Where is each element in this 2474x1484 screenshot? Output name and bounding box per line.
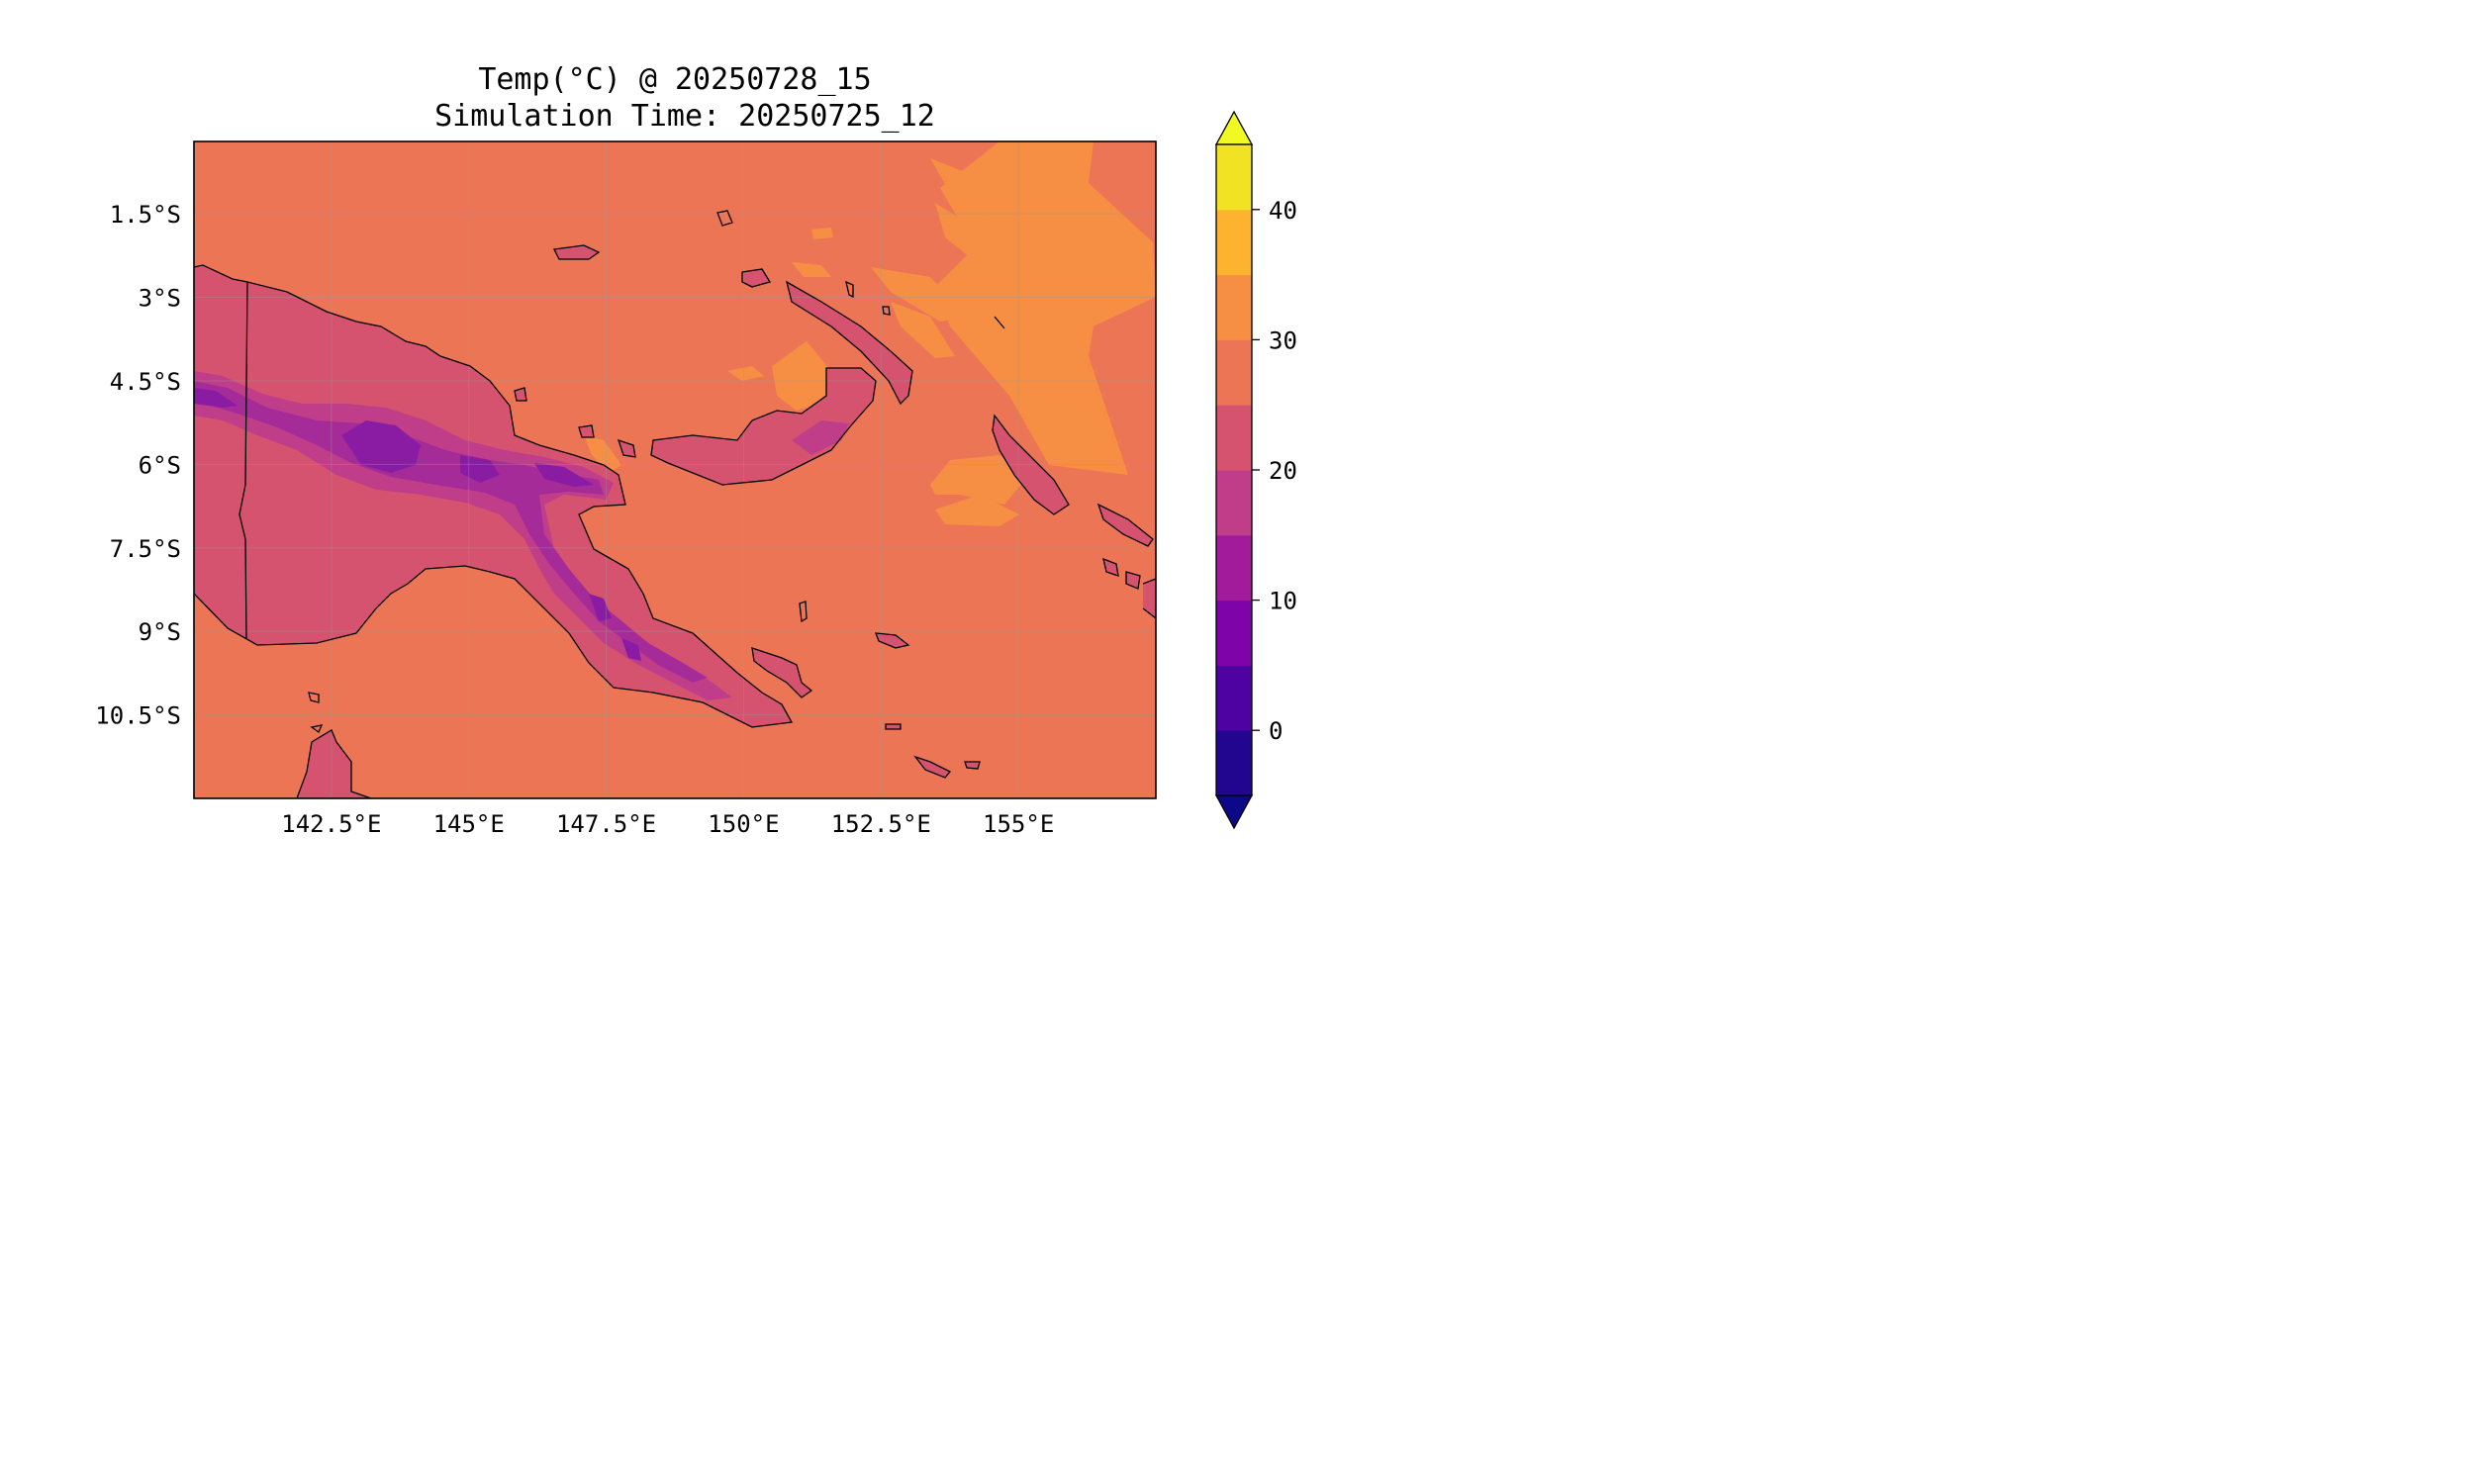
lat-tick-label: 6°S <box>139 451 181 479</box>
lat-tick-label: 9°S <box>139 618 181 646</box>
title-line-2: Simulation Time: 20250725_12 <box>434 99 935 134</box>
colorbar: 0 10 20 30 40 <box>1214 110 1297 830</box>
new-britain-highlands <box>792 420 849 455</box>
lat-tick-label: 1.5°S <box>110 201 181 229</box>
warm-patch-bismarck <box>772 341 831 411</box>
colorbar-bin <box>1216 534 1252 602</box>
colorbar-tick-label: 20 <box>1269 457 1297 485</box>
colorbar-over-arrow <box>1214 110 1254 145</box>
colorbar-bin <box>1216 730 1252 796</box>
colorbar-bin <box>1216 665 1252 731</box>
lat-tick-label: 10.5°S <box>95 702 181 730</box>
warm-patch-small-1 <box>727 366 764 381</box>
border-line <box>238 281 248 639</box>
new-hanover-island <box>742 269 770 287</box>
warm-patch-solomons-2 <box>935 495 1019 526</box>
colorbar-under-arrow <box>1214 794 1254 830</box>
colorbar-bin <box>1216 274 1252 340</box>
warm-patch-solomons-1 <box>930 455 1029 505</box>
new-britain-coastline <box>650 367 877 486</box>
map-panel <box>193 140 1157 799</box>
coastlines <box>194 210 1156 798</box>
bougainville-island <box>993 416 1069 514</box>
lat-tick-label: 4.5°S <box>110 368 181 396</box>
lat-tick-label: 3°S <box>139 285 181 313</box>
goodenough-islands <box>752 648 811 697</box>
manus-island <box>554 245 599 259</box>
colorbar-bin <box>1216 470 1252 536</box>
colorbar-bin <box>1216 600 1252 666</box>
solomons-island-1 <box>1098 505 1153 546</box>
small-island-coastlines <box>308 210 1005 779</box>
manus-coastline <box>553 244 601 260</box>
new-hanover-coastline <box>741 268 772 288</box>
colorbar-bin <box>1216 339 1252 406</box>
lon-tick-label: 155°E <box>983 810 1054 838</box>
highlands-5-10-se <box>589 594 641 661</box>
warm-streak-3 <box>871 267 970 322</box>
lon-tick-label: 150°E <box>708 810 779 838</box>
lon-tick-label: 142.5°E <box>281 810 381 838</box>
lat-tick-label: 7.5°S <box>110 535 181 563</box>
lon-tick-label: 152.5°E <box>831 810 931 838</box>
warm-streak-4 <box>891 302 955 358</box>
title-line-1: Temp(°C) @ 20250728_15 <box>478 62 871 97</box>
louisiades <box>886 724 980 778</box>
warm-streak-1 <box>930 158 1019 228</box>
solomons-coastline-2 <box>1102 557 1156 619</box>
bougainville-coastline <box>992 414 1070 515</box>
warm-patch-small-2 <box>792 262 831 277</box>
highlands-10-15 <box>194 381 708 683</box>
latitude-ticks: 1.5°S 3°S 4.5°S 6°S 7.5°S 9°S 10.5°S <box>95 201 181 729</box>
colorbar-tick-label: 40 <box>1269 197 1297 225</box>
new-ireland-coastline <box>785 280 913 406</box>
new-ireland-island <box>787 282 912 404</box>
colorbar-bin <box>1216 144 1252 211</box>
woodlark-island <box>876 633 908 648</box>
colorbar-bin <box>1216 405 1252 471</box>
cape-york <box>297 730 371 798</box>
highlands-5-10 <box>194 388 594 487</box>
warm-streak-2 <box>935 203 999 269</box>
goodenough-coastline <box>751 647 813 698</box>
colorbar-tick-label: 10 <box>1269 588 1297 615</box>
misc-island-1 <box>515 388 635 457</box>
solomons-coastline-1 <box>1096 503 1154 547</box>
gridlines <box>194 141 1156 798</box>
lon-tick-label: 147.5°E <box>556 810 656 838</box>
colorbar-tick-label: 30 <box>1269 326 1297 354</box>
colorbar-tick-label: 0 <box>1269 717 1283 745</box>
longitude-ticks: 142.5°E 145°E 147.5°E 150°E 152.5°E 155°E <box>281 810 1054 838</box>
figure: Temp(°C) @ 20250728_15 Simulation Time: … <box>95 62 1297 838</box>
warm-patch-huon <box>584 435 621 473</box>
map-frame <box>193 140 1157 799</box>
lon-tick-label: 145°E <box>433 810 505 838</box>
colorbar-bin <box>1216 209 1252 276</box>
warm-patch-small-3 <box>811 228 833 239</box>
cape-york-coastline <box>296 729 372 798</box>
new-guinea-coastline <box>194 264 794 728</box>
solomons-island-2 <box>1103 559 1156 618</box>
woodlark-coastline <box>875 632 910 649</box>
warm-zone-northeast <box>935 141 1156 475</box>
